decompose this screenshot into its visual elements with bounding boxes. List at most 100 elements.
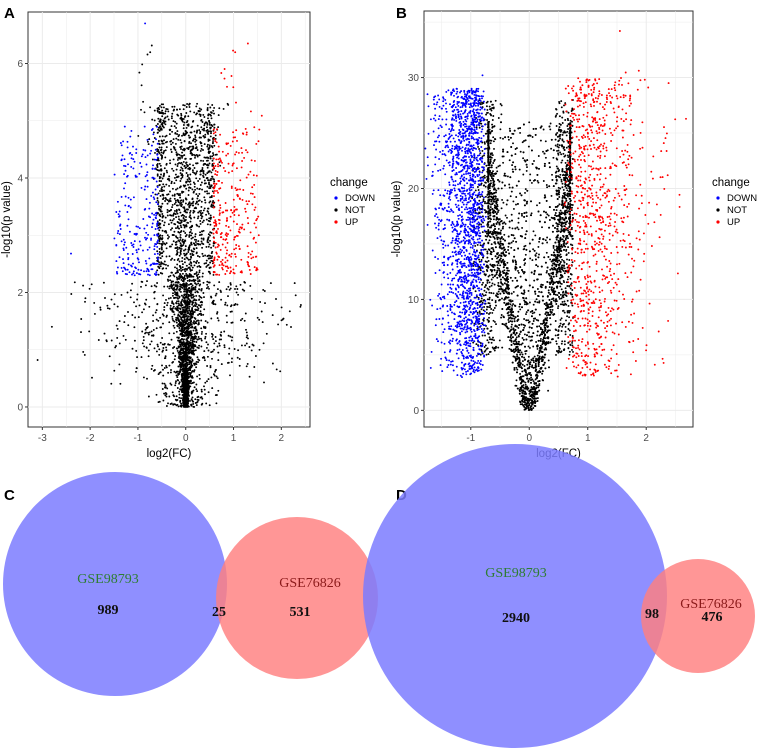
point-not — [103, 332, 106, 335]
point-not — [123, 315, 126, 317]
point-down — [118, 215, 120, 218]
point-not — [178, 372, 181, 375]
point-not — [183, 226, 186, 229]
point-not — [182, 160, 185, 163]
point-not — [162, 112, 165, 115]
point-not — [127, 324, 130, 327]
point-not — [161, 229, 164, 232]
point-not — [204, 393, 206, 396]
point-not — [181, 376, 184, 378]
point-not — [178, 268, 181, 271]
point-not — [158, 104, 161, 107]
point-not — [212, 338, 215, 341]
point-not — [198, 269, 201, 272]
point-not — [178, 260, 181, 263]
point-not — [172, 217, 175, 220]
point-up — [212, 157, 215, 160]
point-not — [199, 306, 202, 309]
point-not — [188, 274, 191, 277]
point-not — [167, 279, 170, 282]
x-tick-label: -3 — [38, 433, 47, 444]
point-up — [214, 241, 217, 244]
point-not — [142, 335, 145, 338]
point-not — [161, 337, 164, 339]
point-not — [192, 389, 195, 392]
point-not — [160, 248, 163, 251]
point-down — [123, 241, 126, 244]
point-not — [189, 369, 192, 372]
point-not — [144, 284, 147, 287]
point-down — [128, 152, 131, 155]
point-not — [185, 180, 188, 183]
point-not — [198, 337, 201, 340]
point-down — [113, 173, 116, 176]
point-not — [158, 108, 161, 111]
point-up — [243, 156, 246, 159]
point-not — [184, 315, 187, 318]
point-not — [124, 338, 127, 341]
point-up — [213, 138, 216, 141]
point-down — [156, 234, 159, 237]
point-not — [258, 318, 261, 321]
point-down — [144, 185, 147, 188]
legend-swatch — [334, 196, 338, 200]
point-not — [206, 106, 209, 109]
point-not — [166, 208, 169, 211]
point-not — [175, 288, 178, 291]
point-not — [185, 334, 187, 336]
point-not — [182, 308, 185, 311]
point-up — [225, 252, 228, 255]
point-not — [158, 135, 161, 138]
point-not — [177, 157, 180, 159]
point-not — [231, 336, 234, 339]
point-not — [245, 328, 247, 331]
point-not — [184, 302, 186, 305]
point-down — [154, 148, 157, 151]
point-not — [176, 403, 179, 406]
point-not — [260, 310, 263, 313]
point-down — [143, 188, 146, 191]
point-not — [210, 295, 212, 298]
point-not — [179, 358, 182, 361]
point-down — [116, 232, 119, 235]
point-not — [194, 233, 197, 236]
point-not — [238, 358, 241, 360]
point-not — [200, 126, 203, 129]
point-not — [201, 121, 204, 123]
point-not — [189, 214, 192, 217]
point-not — [218, 107, 221, 110]
point-up — [212, 271, 215, 274]
point-not — [245, 365, 248, 368]
point-not — [237, 293, 240, 296]
point-not — [179, 361, 182, 364]
point-not — [181, 169, 184, 172]
point-up — [253, 159, 256, 162]
point-not — [88, 330, 91, 333]
point-up — [218, 213, 221, 216]
point-not — [157, 192, 160, 195]
point-not — [166, 214, 169, 217]
point-not — [188, 394, 191, 397]
point-not — [140, 108, 142, 111]
point-not — [202, 237, 205, 240]
point-not — [228, 288, 231, 291]
point-not — [179, 388, 182, 391]
point-not — [158, 240, 161, 243]
point-not — [196, 356, 199, 359]
point-not — [153, 290, 156, 293]
point-not — [195, 139, 198, 142]
point-not — [179, 253, 182, 255]
point-up — [245, 176, 248, 179]
y-tick-label: 6 — [17, 59, 23, 70]
point-not — [178, 289, 181, 292]
point-not — [186, 257, 189, 260]
point-not — [182, 276, 185, 279]
point-not — [164, 263, 167, 266]
point-not — [181, 361, 184, 363]
point-not — [165, 146, 168, 149]
point-down — [156, 256, 159, 259]
point-not — [201, 356, 204, 359]
point-down — [145, 262, 148, 265]
point-not — [141, 342, 144, 345]
point-not — [202, 113, 205, 116]
